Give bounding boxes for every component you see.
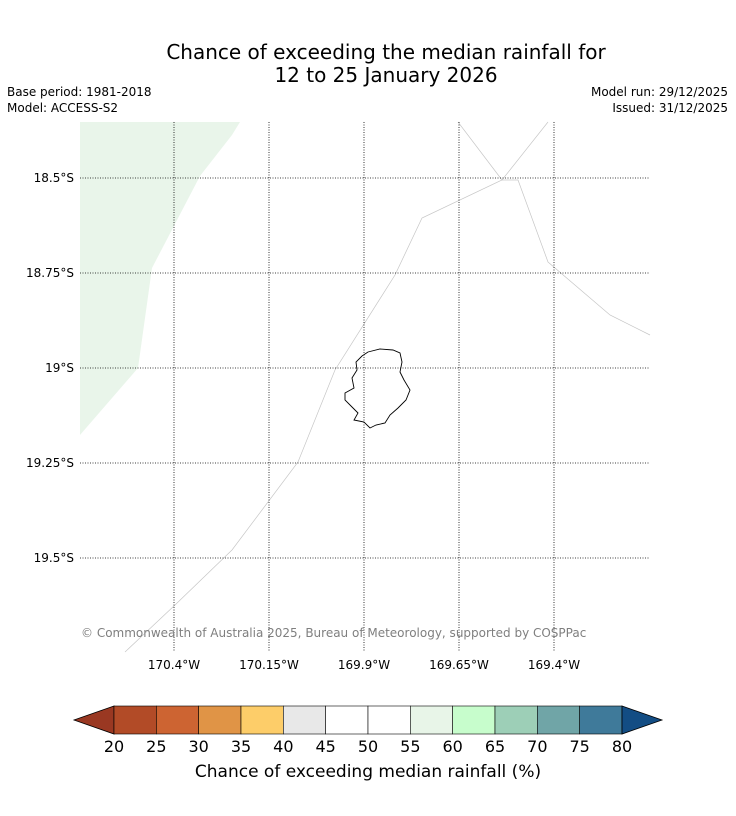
colorbar-segment	[325, 705, 369, 735]
colorbar-segment	[452, 705, 496, 735]
colorbar-segment	[240, 705, 284, 735]
niue-island-outline	[344, 348, 411, 429]
colorbar-segment	[367, 705, 411, 735]
colorbar-tick-label: 40	[273, 737, 293, 756]
colorbar-segment	[113, 705, 157, 735]
graticule	[80, 122, 650, 652]
colorbar-tick-label: 25	[146, 737, 166, 756]
map-title-line1: Chance of exceeding the median rainfall …	[166, 40, 606, 64]
colorbar-tick-label: 20	[104, 737, 124, 756]
lat-label: 18.5°S	[34, 171, 74, 185]
colorbar-tick-label: 30	[188, 737, 208, 756]
colorbar-tick-label: 55	[400, 737, 420, 756]
colorbar-tick-label: 80	[612, 737, 632, 756]
lat-label: 19.25°S	[26, 456, 74, 470]
colorbar-segment	[494, 705, 538, 735]
eez-boundary-line	[457, 121, 651, 336]
model-text: Model: ACCESS-S2	[7, 101, 119, 115]
eez-boundary-line	[124, 121, 549, 653]
colorbar-tick-label: 75	[569, 737, 589, 756]
colorbar-tick-label: 50	[358, 737, 378, 756]
colorbar-tick-label: 65	[485, 737, 505, 756]
model-run-text: Model run: 29/12/2025	[590, 85, 728, 99]
colorbar-tick-label: 35	[231, 737, 251, 756]
meta-right: Model run: 29/12/2025 Issued: 31/12/2025	[591, 84, 728, 116]
colorbar-over-arrow	[621, 705, 664, 735]
colorbar-segment	[283, 705, 326, 735]
lat-label: 19°S	[45, 361, 74, 375]
base-period-text: Base period: 1981-2018	[7, 85, 152, 99]
colorbar-segment	[579, 705, 623, 735]
shaded-region-55-60	[80, 122, 240, 435]
meta-left: Base period: 1981-2018 Model: ACCESS-S2	[7, 84, 152, 116]
colorbar-segment	[198, 705, 242, 735]
colorbar-segment	[410, 705, 453, 735]
colorbar-tick-label: 70	[527, 737, 547, 756]
lon-label: 170.4°W	[148, 658, 200, 672]
colorbar-segment	[156, 705, 199, 735]
copyright-notice: © Commonwealth of Australia 2025, Bureau…	[81, 626, 587, 640]
lat-label: 18.75°S	[26, 266, 74, 280]
issued-text: Issued: 31/12/2025	[612, 101, 728, 115]
colorbar-tick-label: 60	[442, 737, 462, 756]
lon-label: 169.4°W	[528, 658, 580, 672]
colorbar-tick-label: 45	[315, 737, 335, 756]
map-panel: 18.5°S 18.75°S 19°S 19.25°S 19.5°S 170.4…	[26, 121, 651, 672]
colorbar-segment	[537, 705, 580, 735]
colorbar-label: Chance of exceeding median rainfall (%)	[194, 762, 542, 782]
lat-label: 19.5°S	[34, 551, 74, 565]
lon-label: 170.15°W	[239, 658, 299, 672]
map-title-line2: 12 to 25 January 2026	[274, 63, 498, 87]
lon-label: 169.65°W	[429, 658, 489, 672]
lon-label: 169.9°W	[338, 658, 390, 672]
colorbar-under-arrow	[72, 705, 115, 735]
